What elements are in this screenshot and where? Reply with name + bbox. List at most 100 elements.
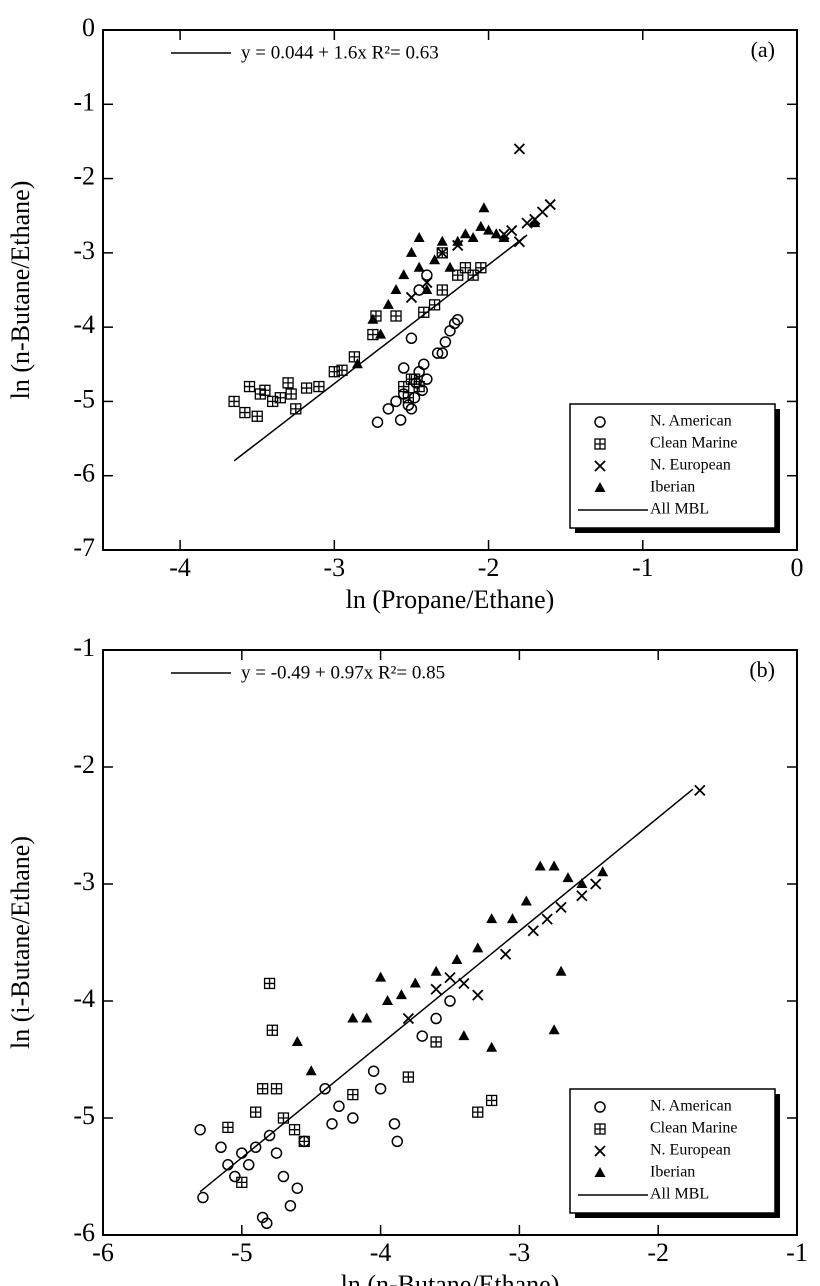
- point: [576, 890, 588, 902]
- point: [236, 1147, 248, 1159]
- point-plus: [429, 299, 440, 310]
- point: [451, 954, 463, 965]
- point-plus: [398, 381, 409, 392]
- point: [485, 1094, 498, 1107]
- point: [390, 284, 402, 294]
- point: [348, 351, 361, 363]
- point: [300, 382, 313, 394]
- x-tick-label: -2: [478, 553, 500, 582]
- point: [544, 198, 556, 211]
- y-tick-label: -5: [73, 384, 95, 413]
- point: [555, 965, 567, 976]
- point: [475, 220, 487, 231]
- point: [367, 328, 379, 341]
- point: [594, 1167, 606, 1177]
- point-plus: [431, 1036, 442, 1047]
- point-plus: [414, 381, 425, 392]
- point: [402, 1012, 414, 1025]
- point: [222, 1121, 234, 1134]
- point-plus: [437, 285, 448, 295]
- point: [576, 878, 588, 888]
- point: [451, 313, 464, 326]
- point: [391, 1135, 404, 1148]
- y-tick-label: -6: [73, 1218, 95, 1247]
- x-tick-label: -4: [370, 1238, 392, 1267]
- point: [228, 395, 240, 408]
- point: [326, 1118, 338, 1130]
- point: [430, 983, 442, 995]
- point: [562, 872, 574, 883]
- point-plus: [349, 351, 360, 362]
- point: [291, 1182, 304, 1194]
- point: [249, 1141, 262, 1153]
- point: [319, 1083, 331, 1095]
- point: [421, 269, 433, 281]
- x-tick-label: -1: [632, 553, 654, 582]
- annotation: y = -0.49 + 0.97x R²= 0.85: [241, 662, 445, 683]
- point: [436, 235, 448, 246]
- x-tick-label: -6: [92, 1238, 114, 1267]
- point: [413, 232, 425, 242]
- point-plus: [271, 1083, 282, 1094]
- point-plus: [391, 311, 402, 321]
- point: [351, 358, 363, 369]
- y-tick-label: -1: [73, 87, 95, 116]
- point: [529, 217, 541, 228]
- legend-label: Clean Marine: [650, 435, 738, 452]
- y-tick-label: -1: [73, 633, 95, 662]
- point: [499, 948, 512, 960]
- plot-frame: [102, 649, 798, 1236]
- point: [444, 261, 456, 272]
- point-plus: [403, 1072, 414, 1083]
- point: [388, 1118, 401, 1130]
- x-tick-label: -3: [323, 553, 345, 582]
- point-plus: [259, 385, 270, 396]
- x-tick-label: 0: [791, 553, 804, 582]
- point-plus: [486, 1095, 497, 1106]
- point: [270, 1147, 283, 1159]
- point: [416, 1030, 428, 1042]
- point: [259, 384, 271, 396]
- point: [429, 254, 441, 265]
- point: [478, 202, 490, 213]
- point-plus: [367, 329, 378, 340]
- point: [263, 1129, 276, 1142]
- legend-label: Iberian: [650, 1164, 695, 1181]
- point-plus: [472, 1107, 483, 1118]
- point: [472, 1106, 484, 1118]
- point: [421, 373, 433, 385]
- point: [251, 410, 263, 422]
- point: [261, 1217, 273, 1230]
- point: [361, 1012, 373, 1023]
- point: [418, 358, 430, 371]
- point-plus: [403, 392, 414, 403]
- point: [486, 1041, 498, 1052]
- point: [194, 1123, 206, 1136]
- point-plus: [290, 403, 301, 414]
- point: [448, 317, 461, 330]
- point: [288, 1124, 301, 1136]
- point: [242, 1159, 255, 1171]
- point-plus: [236, 1177, 247, 1188]
- point-plus: [229, 396, 240, 407]
- point: [413, 380, 425, 393]
- point-plus: [252, 411, 263, 422]
- point: [250, 1106, 262, 1118]
- point: [459, 228, 471, 239]
- plot-frame: [102, 29, 798, 551]
- panel-label: (b): [749, 657, 775, 682]
- point-plus: [460, 262, 471, 273]
- point: [270, 1083, 283, 1095]
- point: [506, 913, 518, 924]
- point: [236, 1176, 248, 1188]
- point: [416, 384, 428, 397]
- x-tick-label: -5: [231, 1238, 253, 1267]
- point: [541, 913, 553, 925]
- point: [347, 1012, 359, 1023]
- legend-label: Clean Marine: [650, 1120, 738, 1137]
- point: [594, 1123, 606, 1135]
- point: [452, 269, 464, 281]
- point: [397, 362, 410, 374]
- y-tick-label: -4: [73, 310, 95, 339]
- legend-label: N. European: [650, 1142, 731, 1159]
